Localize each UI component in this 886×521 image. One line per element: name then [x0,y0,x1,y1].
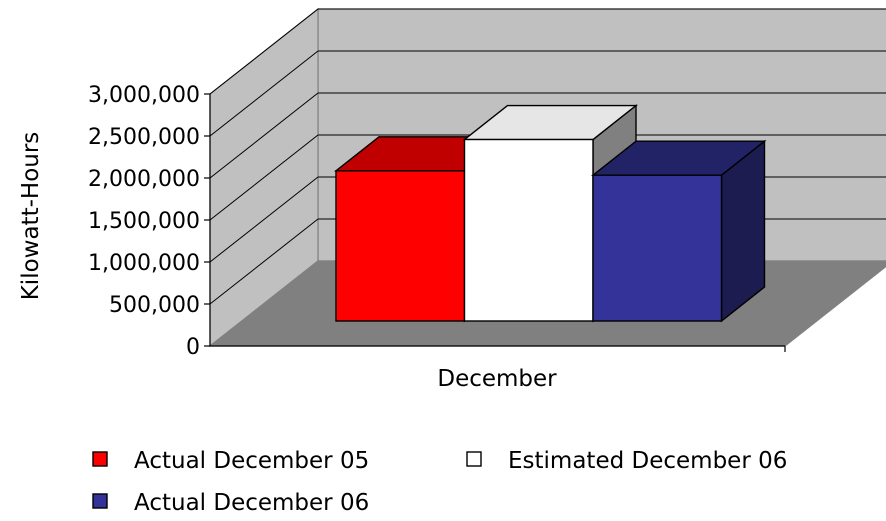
y-tick-label: 2,500,000 [88,125,200,150]
y-axis-title: Kilowatt-Hours [18,132,44,301]
bars [333,104,767,323]
legend: Actual December 05 Estimated December 06 A… [92,448,787,516]
legend-swatch [92,493,108,509]
legend-label: Actual December 05 [134,448,369,474]
gridline-side [209,218,319,305]
legend-swatch [466,451,482,467]
legend-label: Actual December 06 [134,490,369,516]
bar-front-face [592,174,723,322]
legend-swatch [92,451,108,467]
y-tick-label: 2,000,000 [88,167,200,192]
bar-3 [590,139,767,323]
gridline-side [209,8,319,95]
y-tick-label: 1,000,000 [88,251,200,276]
legend-label: Estimated December 06 [508,448,787,474]
legend-item-3: Actual December 06 [92,490,369,516]
gridline-side [209,50,319,137]
x-axis-category-label: December [437,366,557,392]
y-tick-label: 500,000 [109,293,200,318]
bar-front-face [463,138,594,322]
y-tick-label: 0 [186,335,200,360]
bar-front-face [335,170,466,322]
gridline-side [209,176,319,263]
y-tick-label: 1,500,000 [88,209,200,234]
gridline-side [209,92,319,179]
legend-item-2: Estimated December 06 [466,448,787,474]
y-tick-label: 3,000,000 [88,83,200,108]
gridline-side [209,134,319,221]
value-axis: 0 500,000 1,000,000 1,500,000 2,000,000 2,500… [88,83,786,360]
legend-item-1: Actual December 05 [92,448,369,474]
